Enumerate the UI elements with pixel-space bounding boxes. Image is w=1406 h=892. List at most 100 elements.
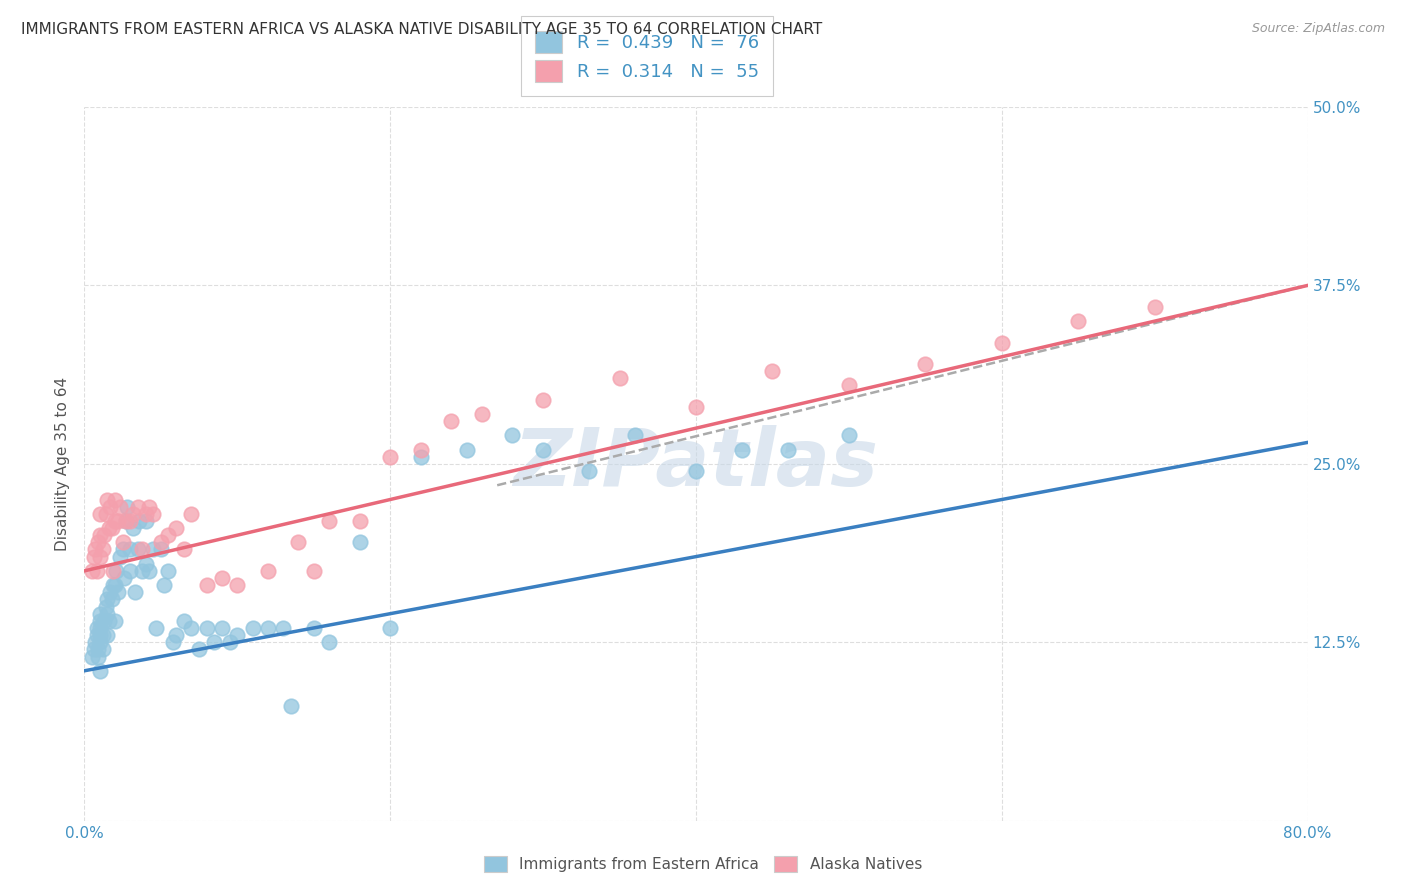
Point [94, 507, 117, 521]
Point [135, 507, 157, 521]
Point [149, 542, 172, 557]
Point [257, 564, 280, 578]
Point [89, 621, 111, 635]
Point [991, 335, 1014, 350]
Point [120, 514, 142, 528]
Point [761, 364, 783, 378]
Point [104, 578, 127, 592]
Point [218, 635, 240, 649]
Point [120, 542, 142, 557]
Point [93, 614, 115, 628]
Point [89, 628, 111, 642]
Point [103, 578, 125, 592]
Point [287, 535, 309, 549]
Point [112, 571, 135, 585]
Point [226, 578, 249, 592]
Point [165, 628, 187, 642]
Point [115, 500, 138, 514]
Point [135, 557, 157, 571]
Point [1067, 314, 1090, 328]
Point [135, 514, 157, 528]
Point [89, 664, 111, 678]
Point [302, 564, 325, 578]
Point [80, 649, 103, 664]
Point [128, 514, 150, 528]
Point [349, 514, 371, 528]
Point [1143, 300, 1166, 314]
Point [80, 564, 103, 578]
Point [127, 500, 149, 514]
Point [86, 621, 108, 635]
Point [104, 514, 127, 528]
Point [173, 614, 195, 628]
Legend: R =  0.439   N =  76, R =  0.314   N =  55: R = 0.439 N = 76, R = 0.314 N = 55 [520, 16, 773, 96]
Point [91, 642, 114, 657]
Point [609, 371, 631, 385]
Point [87, 642, 110, 657]
Point [157, 564, 180, 578]
Point [145, 621, 167, 635]
Point [142, 507, 165, 521]
Point [89, 507, 111, 521]
Point [127, 542, 149, 557]
Point [91, 628, 114, 642]
Point [165, 521, 187, 535]
Point [101, 521, 124, 535]
Point [202, 635, 225, 649]
Point [86, 628, 108, 642]
Point [531, 392, 554, 407]
Point [380, 621, 402, 635]
Point [142, 542, 165, 557]
Point [685, 400, 707, 414]
Point [89, 635, 111, 649]
Point [211, 621, 233, 635]
Point [226, 628, 249, 642]
Text: Source: ZipAtlas.com: Source: ZipAtlas.com [1251, 22, 1385, 36]
Point [409, 450, 432, 464]
Point [149, 535, 172, 549]
Point [94, 599, 117, 614]
Point [89, 549, 111, 564]
Point [107, 585, 129, 599]
Point [440, 414, 463, 428]
Point [380, 450, 402, 464]
Point [104, 492, 127, 507]
Point [188, 642, 211, 657]
Point [114, 514, 136, 528]
Point [93, 528, 115, 542]
Point [114, 514, 136, 528]
Point [318, 514, 340, 528]
Point [914, 357, 936, 371]
Point [96, 492, 118, 507]
Point [271, 621, 294, 635]
Point [180, 507, 202, 521]
Point [98, 585, 121, 599]
Point [103, 564, 125, 578]
Text: IMMIGRANTS FROM EASTERN AFRICA VS ALASKA NATIVE DISABILITY AGE 35 TO 64 CORRELAT: IMMIGRANTS FROM EASTERN AFRICA VS ALASKA… [21, 22, 823, 37]
Point [108, 500, 131, 514]
Point [97, 521, 120, 535]
Point [318, 635, 340, 649]
Point [685, 464, 707, 478]
Point [96, 607, 118, 621]
Point [104, 614, 127, 628]
Point [84, 542, 107, 557]
Point [89, 614, 111, 628]
Point [83, 642, 105, 657]
Point [302, 621, 325, 635]
Point [96, 592, 118, 607]
Point [624, 428, 647, 442]
Point [838, 378, 860, 392]
Point [131, 542, 153, 557]
Point [89, 607, 111, 621]
Point [131, 564, 153, 578]
Point [120, 564, 142, 578]
Point [105, 564, 128, 578]
Point [97, 614, 120, 628]
Point [111, 542, 134, 557]
Point [349, 535, 371, 549]
Point [84, 635, 107, 649]
Point [578, 464, 600, 478]
Point [280, 699, 302, 714]
Y-axis label: Disability Age 35 to 64: Disability Age 35 to 64 [55, 376, 70, 551]
